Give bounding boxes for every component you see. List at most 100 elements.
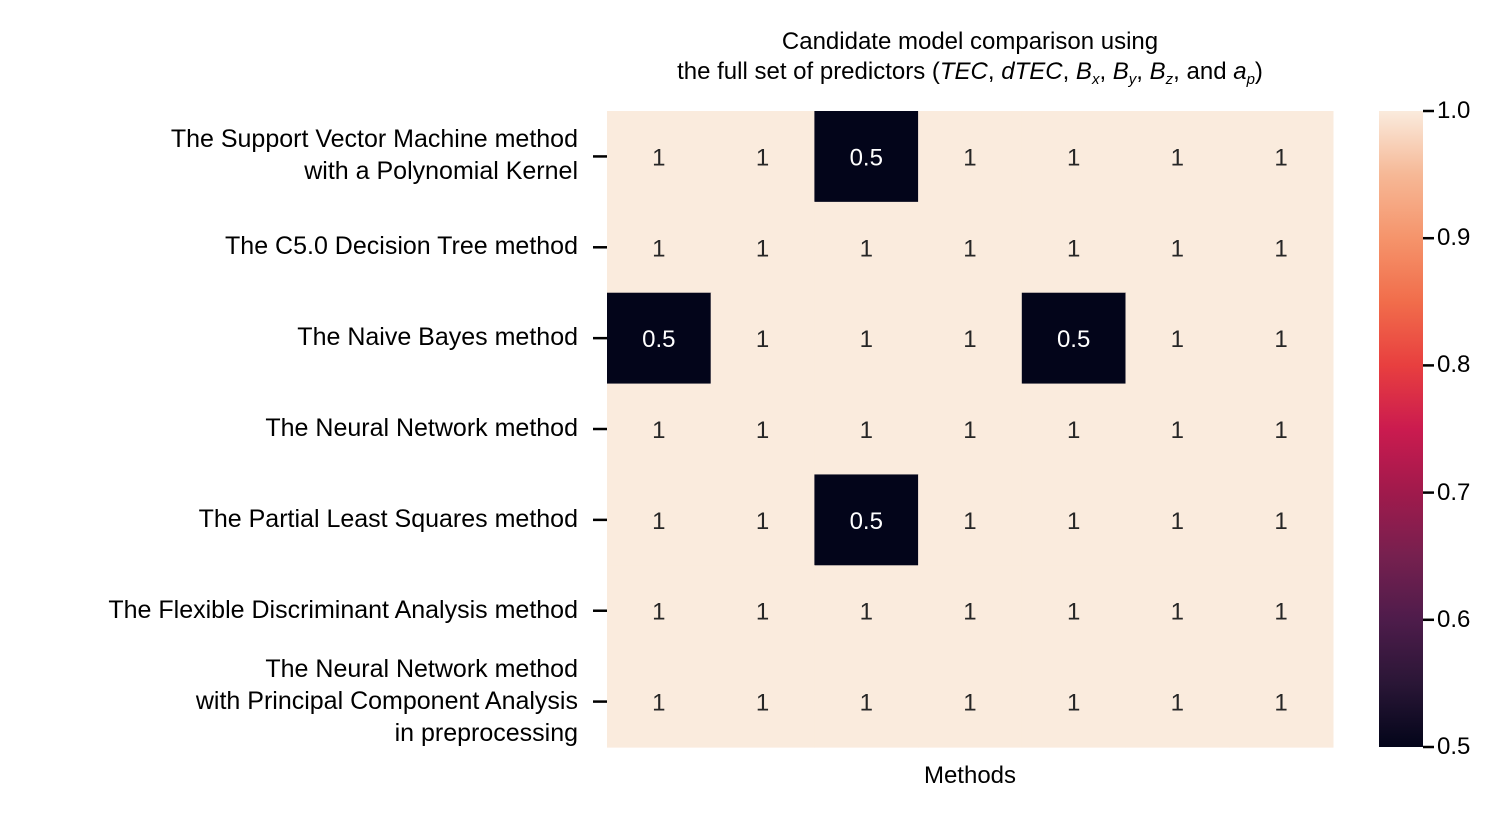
cell-value-label: 1	[963, 690, 976, 717]
cell-value-label: 1	[1067, 690, 1080, 717]
cell-value-label: 1	[1274, 599, 1287, 626]
heatmap-cell	[607, 201, 712, 294]
heatmap-cell	[1125, 383, 1230, 476]
cell-value-label: 1	[1171, 690, 1184, 717]
heatmap-cell	[710, 656, 815, 748]
cell-value-label: 1	[1067, 144, 1080, 171]
colorbar-ticks	[1423, 109, 1434, 749]
cell-value-label: 1	[652, 235, 665, 262]
heatmap-cell	[1125, 201, 1230, 294]
heatmap-cell	[1229, 474, 1334, 566]
x-axis-label: Methods	[923, 762, 1017, 789]
heatmap-cells: 1 1 0.5 1 1 1 1 1 1 1 1 1 1 1 0.5 1 1 1 0.5 1 1 1 1 1 1 1 1 1 1 1 0.5 1…	[607, 111, 1334, 748]
y-tick-label: The C5.0 Decision Tree method	[225, 232, 578, 261]
heatmap-cell	[607, 474, 712, 566]
cell-value-label: 1	[963, 235, 976, 262]
cell-value-label: 1	[652, 599, 665, 626]
heatmap-cell	[1229, 383, 1334, 476]
cell-value-label: 1	[652, 144, 665, 171]
cell-value-label: 1	[1067, 508, 1080, 535]
heatmap-cell	[1021, 292, 1127, 385]
cell-value-label: 1	[963, 144, 976, 171]
heatmap-cell	[710, 565, 815, 657]
heatmap-cell	[1125, 656, 1230, 748]
cell-value-label: 1	[963, 508, 976, 535]
cell-value-label: 0.5	[850, 508, 883, 535]
colorbar-tick-label: 0.8	[1437, 351, 1471, 379]
cell-value-label: 1	[756, 326, 769, 353]
cell-value-label: 1	[1171, 417, 1184, 444]
heatmap-cell	[1229, 656, 1334, 748]
colorbar	[1379, 111, 1423, 747]
cell-value-label: 0.5	[850, 144, 883, 171]
cell-value-label: 1	[860, 690, 873, 717]
cell-value-label: 1	[756, 508, 769, 535]
cell-value-label: 1	[756, 144, 769, 171]
y-tick-label: The Support Vector Machine method with a…	[170, 125, 578, 186]
heatmap-cell	[710, 474, 815, 566]
cell-value-label: 1	[1274, 235, 1287, 262]
y-tick-label: The Neural Network method	[265, 414, 578, 442]
chart-title-line2: the full set of predictors (TEC, dTEC, B…	[677, 58, 1263, 88]
heatmap-cell	[607, 656, 712, 748]
cell-value-label: 1	[860, 599, 873, 626]
colorbar-tick-label: 0.9	[1437, 224, 1471, 252]
y-tick-label: The Partial Least Squares method	[198, 504, 578, 533]
chart-title: Candidate model comparison using the ful…	[607, 27, 1333, 87]
cell-value-label: 1	[652, 417, 665, 444]
cell-value-label: 0.5	[642, 326, 675, 353]
cell-value-label: 1	[1067, 235, 1080, 262]
heatmap-cell	[814, 474, 919, 566]
heatmap-cell	[1125, 111, 1230, 203]
cell-value-label: 1	[756, 417, 769, 444]
cell-value-label: 1	[860, 417, 873, 444]
cell-value-label: 1	[1171, 235, 1184, 262]
cell-value-label: 1	[1067, 599, 1080, 626]
heatmap-cell	[1229, 201, 1334, 294]
cell-value-label: 1	[963, 417, 976, 444]
cell-value-label: 1	[1067, 417, 1080, 444]
heatmap-cell	[1021, 565, 1127, 657]
y-tick-label: The Flexible Discriminant Analysis metho…	[108, 595, 578, 624]
y-ticks	[593, 155, 607, 703]
cell-value-label: 1	[652, 508, 665, 535]
heatmap-cell	[1021, 474, 1127, 566]
cell-value-label: 1	[756, 599, 769, 626]
cell-value-label: 1	[1274, 417, 1287, 444]
cell-value-label: 1	[756, 235, 769, 262]
cell-value-label: 1	[1171, 599, 1184, 626]
heatmap-cell	[607, 565, 712, 657]
heatmap-cell	[1229, 292, 1334, 385]
cell-value-label: 1	[963, 599, 976, 626]
heatmap-cell	[1021, 201, 1127, 294]
heatmap-cell	[607, 383, 712, 476]
cell-value-label: 1	[1171, 326, 1184, 353]
cell-value-label: 1	[860, 235, 873, 262]
heatmap-cell	[1125, 565, 1230, 657]
heatmap-cell	[814, 201, 919, 294]
colorbar-tick-label: 0.7	[1437, 478, 1471, 506]
heatmap-cell	[1229, 565, 1334, 657]
colorbar-tick-label: 1.0	[1437, 97, 1471, 124]
colorbar-tick-label: 0.5	[1437, 733, 1471, 760]
cell-value-label: 1	[1274, 326, 1287, 353]
heatmap-cell	[918, 565, 1023, 657]
cell-value-label: 1	[756, 690, 769, 717]
heatmap-cell	[607, 111, 712, 203]
cell-value-label: 1	[1274, 690, 1287, 717]
heatmap-cell	[710, 292, 815, 385]
heatmap-cell	[1021, 383, 1127, 476]
heatmap-cell	[1125, 474, 1230, 566]
heatmap-cell	[710, 383, 815, 476]
heatmap-cell	[814, 656, 919, 748]
cell-value-label: 1	[1171, 144, 1184, 171]
heatmap-cell	[1125, 292, 1230, 385]
heatmap-cell	[710, 201, 815, 294]
cell-value-label: 0.5	[1057, 326, 1090, 353]
heatmap-cell	[918, 292, 1023, 385]
heatmap-cell	[918, 111, 1023, 203]
cell-value-label: 1	[1274, 144, 1287, 171]
cell-value-label: 1	[652, 690, 665, 717]
heatmap-cell	[710, 111, 815, 203]
